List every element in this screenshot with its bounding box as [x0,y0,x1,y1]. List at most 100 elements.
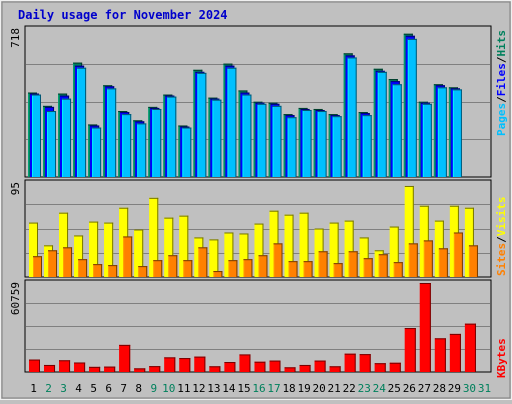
kbytes-bar [134,368,146,372]
pages-bar [362,115,372,177]
pages-bar [197,72,207,177]
day-label: 5 [90,382,97,395]
day-label: 29 [448,382,461,395]
kbytes-bar [164,357,176,372]
day-label: 31 [478,382,491,395]
sites-bar [243,259,253,277]
sites-bar [438,248,448,277]
sites-bar [228,260,238,277]
kbytes-bar [89,366,101,372]
day-label: 6 [105,382,112,395]
kbytes-bar [209,366,221,372]
legend-entry: / [495,236,508,243]
day-label: 18 [282,382,295,395]
sites-bar [213,271,223,277]
kbytes-bar [194,356,206,372]
day-label: 4 [75,382,82,395]
visits-bar [134,229,144,277]
pages-bar [317,111,327,177]
visits-bar [344,220,354,277]
legend-entry: / [495,96,508,103]
kbytes-bar [374,363,386,372]
visits-bar [29,222,38,277]
day-label: 26 [403,382,416,395]
legend-entry: Pages [495,103,508,136]
pages-bar [377,71,387,177]
visits-bar [209,239,219,277]
legend-entry: KBytes [495,338,508,378]
pages-bar [32,94,41,177]
sites-bar [378,254,388,277]
chart-title: Daily usage for November 2024 [18,8,228,22]
kbytes-bar [119,344,131,372]
legend-entry: Sites [495,243,508,276]
pages-bar [167,96,177,177]
visits-bar [299,212,309,277]
kbytes-bar [239,354,251,372]
day-label: 13 [207,382,220,395]
kbytes-bar [344,353,356,372]
day-label: 2 [45,382,52,395]
legend-top: Pages/Files/Hits [495,30,508,136]
day-label: 30 [463,382,476,395]
pages-bar [287,117,297,177]
kbytes-bar [104,366,116,372]
kbytes-bar [29,359,40,372]
day-label: 22 [343,382,356,395]
pages-bar [212,99,222,177]
visits-bar [404,185,414,277]
sites-bar [333,263,343,277]
pages-bar [347,57,357,178]
sites-bar [363,258,373,277]
kbytes-bar [179,358,191,372]
day-label: 16 [252,382,265,395]
sites-bar [288,261,298,277]
legend-bottom: KBytes [495,338,508,378]
kbytes-bar [389,362,401,372]
kbytes-bar [284,367,296,372]
day-label: 28 [433,382,446,395]
day-label: 20 [313,382,326,395]
kbytes-bar [329,366,341,372]
sites-bar [63,247,73,277]
kbytes-bar [149,366,161,372]
pages-bar [242,94,252,177]
kbytes-bar [269,360,281,372]
kbytes-bar [434,338,446,372]
sites-bar [138,266,148,277]
sites-bar [408,243,418,277]
day-label: 21 [328,382,341,395]
pages-bar [407,38,417,177]
y-max-label-hits-files-pages: 718 [9,28,22,48]
sites-bar [453,232,463,277]
kbytes-bar [224,362,236,372]
visits-bar [284,214,294,277]
kbytes-bar [44,364,56,372]
day-label: 9 [150,382,157,395]
pages-bar [182,127,192,177]
kbytes-bar [419,283,431,372]
legend-middle: Sites/Visits [495,197,508,277]
kbytes-bar [59,360,71,372]
sites-bar [168,255,178,277]
visits-bar [464,207,474,277]
pages-bar [422,103,432,177]
visits-bar [149,197,159,277]
pages-bar [302,110,312,177]
sites-bar [348,251,358,277]
day-label: 10 [162,382,175,395]
pages-bar [107,88,117,177]
visits-bar [239,233,249,277]
visits-bar [179,215,189,277]
kbytes-bar [359,354,371,372]
sites-bar [468,245,478,277]
legend-entry: Hits [495,30,508,57]
visits-bar [254,223,264,277]
pages-bar [392,84,402,177]
sites-bar [78,259,88,277]
pages-bar [47,111,57,177]
kbytes-bar [449,333,461,372]
visits-bar [389,226,399,277]
day-label: 24 [373,382,387,395]
